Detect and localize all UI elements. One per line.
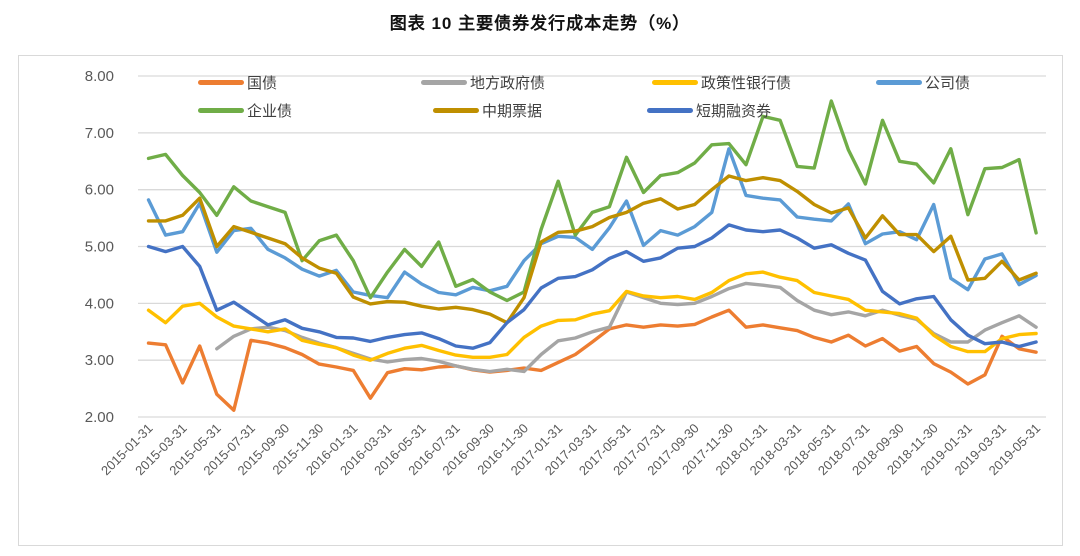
local-gov-legend-swatch <box>421 79 467 85</box>
corporate-legend-label: 公司债 <box>925 74 971 92</box>
policy-bank-legend-swatch <box>652 79 698 85</box>
local-gov-line <box>215 281 1038 374</box>
chart-card: 8.00 7.00 6.00 5.00 4.00 3.00 2.00 2015-01-31 20… <box>18 55 1063 546</box>
chart-title: 图表 10 主要债券发行成本走势（%） <box>389 14 691 33</box>
y-axis-tick-label: 2.00 <box>85 409 114 426</box>
enterprise-legend-label: 企业债 <box>247 102 293 120</box>
treasury-legend-swatch <box>198 79 244 85</box>
y-axis-tick-label: 3.00 <box>85 352 114 369</box>
y-axis-tick-label: 5.00 <box>85 239 114 256</box>
corporate-line <box>146 147 1038 300</box>
local-gov-legend-label: 地方政府债 <box>470 74 546 92</box>
treasury-line <box>146 308 1038 412</box>
legend-item-mtn: 中期票据 <box>433 100 542 120</box>
legend-item-corporate: 公司债 <box>876 72 970 92</box>
legend-item-enterprise: 企业债 <box>198 100 292 120</box>
policy-bank-legend-label: 政策性银行债 <box>701 74 792 92</box>
legend-item-scp: 短期融资券 <box>647 100 771 120</box>
y-axis-tick-label: 6.00 <box>85 182 114 199</box>
treasury-legend-label: 国债 <box>247 74 278 92</box>
scp-line <box>146 223 1038 350</box>
mtn-line <box>146 174 1038 325</box>
policy-bank-line <box>146 270 1038 362</box>
legend-item-local-gov: 地方政府债 <box>421 72 545 92</box>
mtn-legend-swatch <box>433 107 479 113</box>
enterprise-line <box>146 99 1038 303</box>
line-chart-plot: 8.007.006.005.004.003.002.002015-01-3120… <box>85 68 1046 478</box>
y-axis-tick-label: 7.00 <box>85 125 114 142</box>
legend-item-policy-bank: 政策性银行债 <box>652 72 791 92</box>
legend-item-treasury: 国债 <box>198 72 277 92</box>
y-axis-tick-label: 4.00 <box>85 295 114 312</box>
mtn-legend-label: 中期票据 <box>482 102 543 120</box>
scp-legend-swatch <box>647 107 693 113</box>
scp-legend-label: 短期融资券 <box>696 102 772 120</box>
enterprise-legend-swatch <box>198 107 244 113</box>
corporate-legend-swatch <box>876 79 922 85</box>
y-axis-tick-label: 8.00 <box>85 68 114 85</box>
